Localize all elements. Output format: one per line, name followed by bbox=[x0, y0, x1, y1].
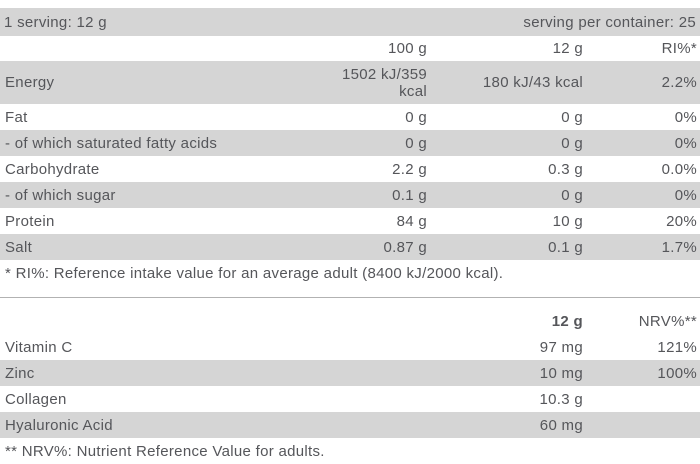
row-label: Collagen bbox=[5, 390, 67, 408]
row-per-100: 0.1 g bbox=[392, 186, 427, 204]
row-per-serving: 0 g bbox=[561, 186, 583, 204]
row-per-100: 0 g bbox=[405, 134, 427, 152]
row-per-serving: 180 kJ/43 kcal bbox=[482, 74, 583, 91]
row-per-100: 0 g bbox=[405, 108, 427, 126]
row-label: Vitamin C bbox=[5, 338, 73, 356]
section-spacer bbox=[0, 298, 700, 309]
row-ri: 0% bbox=[674, 108, 697, 126]
row-per-serving: 0 g bbox=[561, 134, 583, 152]
nrv-footnote: ** NRV%: Nutrient Reference Value for ad… bbox=[0, 438, 700, 464]
table-row-zinc: Zinc 10 mg 100% bbox=[0, 360, 700, 386]
row-nrv: 121% bbox=[657, 338, 697, 356]
row-label: Fat bbox=[5, 108, 28, 126]
row-label: Energy bbox=[5, 74, 55, 91]
row-per-serving: 0 g bbox=[561, 108, 583, 126]
row-per-100: 1502 kJ/359 kcal bbox=[285, 66, 435, 100]
serving-size-text: 1 serving: 12 g bbox=[4, 13, 107, 31]
row-label: Protein bbox=[5, 212, 55, 230]
table-row-carbohydrate: Carbohydrate 2.2 g 0.3 g 0.0% bbox=[0, 156, 700, 182]
table-row-hyaluronic-acid: Hyaluronic Acid 60 mg bbox=[0, 412, 700, 438]
row-amount: 10 mg bbox=[539, 364, 583, 382]
table-row-sugar: - of which sugar 0.1 g 0 g 0% bbox=[0, 182, 700, 208]
ri-footnote: * RI%: Reference intake value for an ave… bbox=[0, 260, 700, 286]
row-label: - of which saturated fatty acids bbox=[5, 134, 218, 152]
row-per-100: 2.2 g bbox=[392, 160, 427, 178]
section-divider bbox=[0, 297, 700, 298]
servings-per-container-text: serving per container: 25 bbox=[523, 13, 696, 31]
row-ri: 0% bbox=[674, 186, 697, 204]
column-header-ri: RI%* bbox=[661, 40, 697, 57]
table-row-vitamin-c: Vitamin C 97 mg 121% bbox=[0, 334, 700, 360]
table-row-energy: Energy 1502 kJ/359 kcal 180 kJ/43 kcal 2… bbox=[0, 61, 700, 104]
serving-info-row: 1 serving: 12 g serving per container: 2… bbox=[0, 8, 700, 36]
micro-column-header-nrv: NRV%** bbox=[638, 313, 697, 330]
column-header-row: 100 g 12 g RI%* bbox=[0, 36, 700, 61]
table-row-protein: Protein 84 g 10 g 20% bbox=[0, 208, 700, 234]
row-label: Hyaluronic Acid bbox=[5, 416, 113, 434]
row-label: Salt bbox=[5, 238, 33, 256]
row-nrv: 100% bbox=[657, 364, 697, 382]
column-header-per-serving: 12 g bbox=[552, 40, 583, 57]
row-per-100: 84 g bbox=[396, 212, 427, 230]
row-label: Zinc bbox=[5, 364, 35, 382]
row-amount: 60 mg bbox=[539, 416, 583, 434]
table-row-collagen: Collagen 10.3 g bbox=[0, 386, 700, 412]
table-row-saturated-fat: - of which saturated fatty acids 0 g 0 g… bbox=[0, 130, 700, 156]
row-ri: 0.0% bbox=[661, 160, 697, 178]
row-label: - of which sugar bbox=[5, 186, 116, 204]
row-amount: 97 mg bbox=[539, 338, 583, 356]
row-per-serving: 0.1 g bbox=[548, 238, 583, 256]
micro-column-header-row: 12 g NRV%** bbox=[0, 309, 700, 334]
row-per-100: 0.87 g bbox=[383, 238, 427, 256]
table-row-fat: Fat 0 g 0 g 0% bbox=[0, 104, 700, 130]
row-per-serving: 10 g bbox=[552, 212, 583, 230]
table-row-salt: Salt 0.87 g 0.1 g 1.7% bbox=[0, 234, 700, 260]
row-per-100-value: 1502 kJ/359 kcal bbox=[341, 65, 427, 100]
row-ri: 2.2% bbox=[661, 74, 697, 91]
row-ri: 20% bbox=[666, 212, 697, 230]
row-ri: 1.7% bbox=[661, 238, 697, 256]
row-ri: 0% bbox=[674, 134, 697, 152]
row-label: Carbohydrate bbox=[5, 160, 100, 178]
row-per-serving: 0.3 g bbox=[548, 160, 583, 178]
column-header-per-100: 100 g bbox=[387, 40, 427, 57]
micro-column-header-amount: 12 g bbox=[551, 313, 583, 330]
row-amount: 10.3 g bbox=[539, 390, 583, 408]
